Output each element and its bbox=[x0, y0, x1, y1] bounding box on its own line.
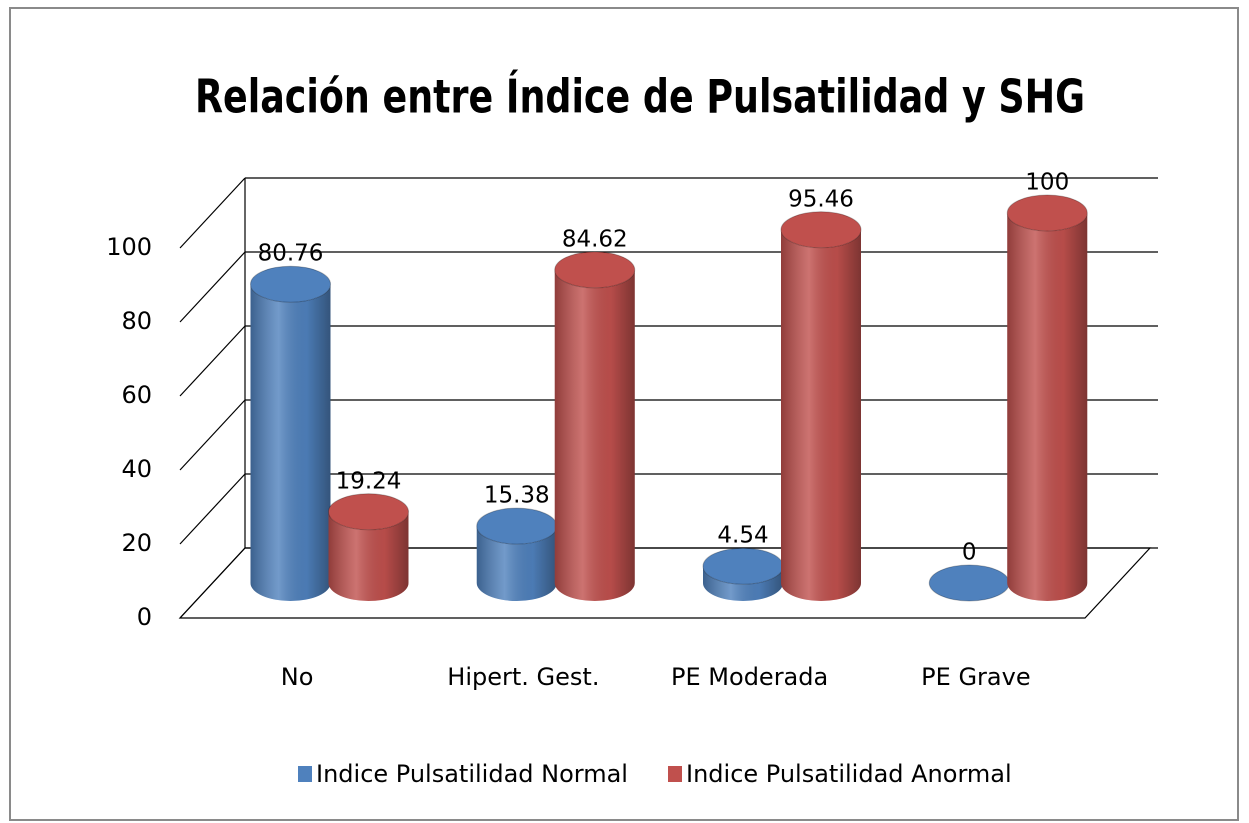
bar-top bbox=[1006, 194, 1088, 232]
data-label: 80.76 bbox=[258, 241, 324, 267]
y-tick-label: 80 bbox=[121, 307, 152, 335]
bar-shade bbox=[250, 284, 331, 601]
legend-swatch bbox=[298, 766, 312, 782]
data-label: 4.54 bbox=[717, 523, 768, 549]
y-tick-label: 100 bbox=[106, 233, 152, 261]
x-tick-label: No bbox=[281, 663, 314, 691]
bar-top bbox=[780, 211, 862, 249]
bar-shade bbox=[328, 511, 409, 601]
data-label: 19.24 bbox=[336, 468, 402, 494]
x-tick-label: PE Grave bbox=[921, 663, 1030, 691]
legend-label: Indice Pulsatilidad Anormal bbox=[686, 760, 1012, 788]
bar-shade bbox=[703, 566, 783, 601]
y-tick-label: 20 bbox=[121, 529, 152, 557]
bar-top bbox=[554, 251, 636, 289]
y-tick-label: 40 bbox=[121, 455, 152, 483]
x-tick-label: Hipert. Gest. bbox=[447, 663, 599, 691]
side-grid-line bbox=[179, 473, 246, 545]
y-tick-label: 60 bbox=[121, 381, 152, 409]
side-grid-line bbox=[179, 547, 246, 619]
data-label: 84.62 bbox=[562, 226, 628, 252]
side-grid-line bbox=[179, 251, 246, 323]
data-label: 100 bbox=[1025, 170, 1069, 196]
chart-title: Relación entre Índice de Pulsatilidad y … bbox=[195, 70, 1085, 124]
x-tick-label: PE Moderada bbox=[671, 663, 828, 691]
legend-label: Indice Pulsatilidad Normal bbox=[316, 760, 628, 788]
legend-swatch bbox=[668, 766, 682, 782]
bar-shade bbox=[476, 526, 557, 601]
bar-shade bbox=[781, 229, 861, 601]
bar-top bbox=[476, 507, 558, 545]
data-label: 0 bbox=[962, 540, 977, 566]
data-label: 15.38 bbox=[484, 483, 550, 509]
side-grid-line bbox=[179, 177, 246, 249]
bar-top bbox=[328, 493, 409, 531]
data-label: 95.46 bbox=[788, 186, 854, 212]
side-grid-line bbox=[179, 325, 246, 397]
y-tick-label: 0 bbox=[137, 603, 152, 631]
bar-top bbox=[702, 547, 784, 585]
bar-top bbox=[250, 265, 331, 303]
side-grid-line bbox=[179, 399, 246, 471]
bar-top bbox=[928, 564, 1010, 602]
bar-shade bbox=[1007, 213, 1088, 601]
bar-shade bbox=[554, 269, 635, 601]
